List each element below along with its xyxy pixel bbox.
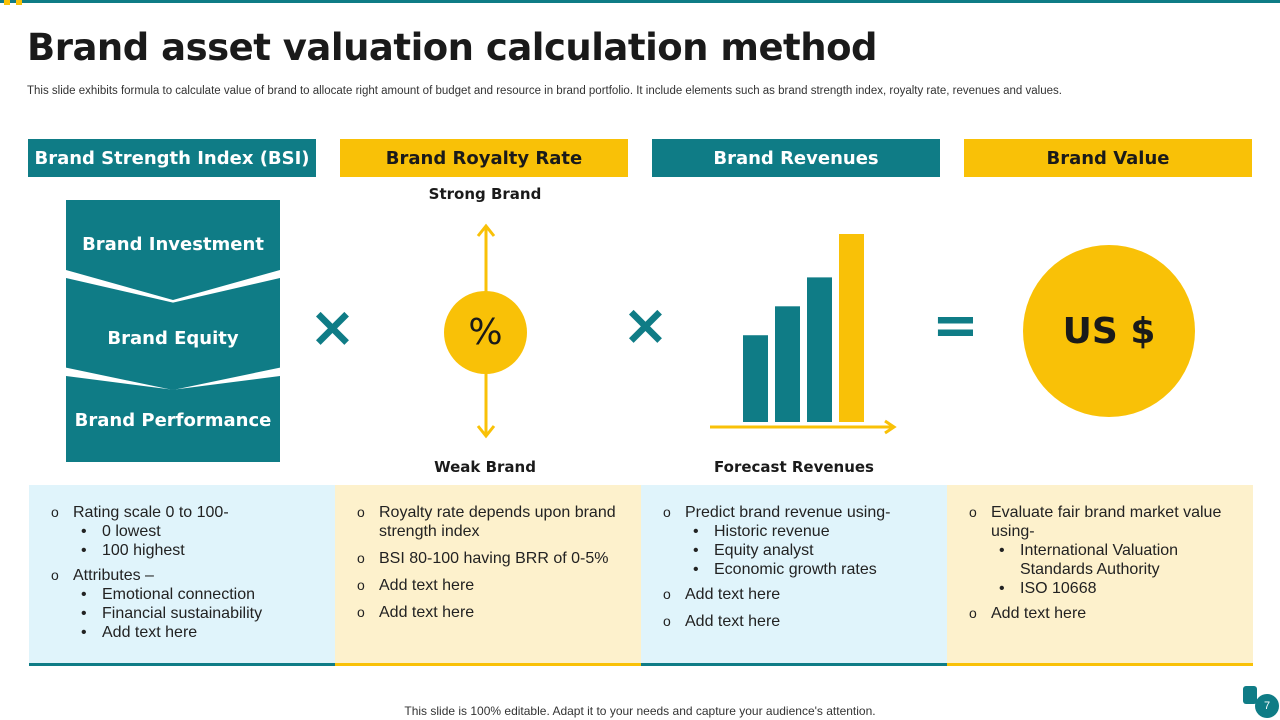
list-item: Add text here xyxy=(969,604,1237,623)
sub-list-item: Equity analyst xyxy=(663,541,931,560)
sub-list-item: Financial sustainability xyxy=(51,604,319,623)
weak-brand-label: Weak Brand xyxy=(434,458,536,476)
header-revenues: Brand Revenues xyxy=(652,139,940,177)
list-item: Add text here xyxy=(663,612,931,631)
sub-list-item: International Valuation Standards Author… xyxy=(969,541,1237,579)
list-item: Add text here xyxy=(357,603,625,622)
header-brand-value: Brand Value xyxy=(964,139,1252,177)
list-item: Royalty rate depends upon brand strength… xyxy=(357,503,625,541)
forecast-revenues-label: Forecast Revenues xyxy=(714,458,874,476)
panel-royalty: Royalty rate depends upon brand strength… xyxy=(335,485,641,666)
list-item: BSI 80-100 having BRR of 0-5% xyxy=(357,549,625,568)
panel-revenues: Predict brand revenue using-Historic rev… xyxy=(641,485,947,666)
list-item: Add text here xyxy=(663,585,931,604)
list-item: Add text here xyxy=(357,576,625,595)
header-royalty-rate: Brand Royalty Rate xyxy=(340,139,628,177)
list-item: Attributes –Emotional connectionFinancia… xyxy=(51,566,319,642)
revenue-bar xyxy=(839,234,864,422)
sub-list-item: Economic growth rates xyxy=(663,560,931,579)
top-accent xyxy=(16,0,22,5)
list-item: Rating scale 0 to 100-0 lowest100 highes… xyxy=(51,503,319,560)
strong-brand-label: Strong Brand xyxy=(428,185,542,203)
page-title: Brand asset valuation calculation method xyxy=(27,26,878,69)
bsi-step-performance: Brand Performance xyxy=(66,376,280,462)
sub-list-item: ISO 10668 xyxy=(969,579,1237,598)
page-number: 7 xyxy=(1255,694,1279,718)
list-item: Predict brand revenue using-Historic rev… xyxy=(663,503,931,579)
percent-icon: % xyxy=(444,291,527,374)
revenue-bar xyxy=(743,335,768,422)
axis-arrow-icon xyxy=(884,419,897,435)
panel-value: Evaluate fair brand market value using-I… xyxy=(947,485,1253,666)
header-bsi: Brand Strength Index (BSI) xyxy=(28,139,316,177)
top-bar xyxy=(0,0,1280,3)
panel-bsi: Rating scale 0 to 100-0 lowest100 highes… xyxy=(29,485,335,666)
bsi-step-investment: Brand Investment xyxy=(66,200,280,300)
sub-list-item: Historic revenue xyxy=(663,522,931,541)
sub-list-item: Emotional connection xyxy=(51,585,319,604)
page-subtitle: This slide exhibits formula to calculate… xyxy=(27,85,1062,97)
brand-value-circle: US $ xyxy=(1023,245,1195,417)
top-accent xyxy=(4,0,10,5)
sub-list-item: Add text here xyxy=(51,623,319,642)
footer-note: This slide is 100% editable. Adapt it to… xyxy=(404,704,876,718)
multiply-icon: × xyxy=(622,293,669,358)
multiply-icon: × xyxy=(309,295,356,360)
equals-icon: = xyxy=(932,293,979,358)
revenue-bar xyxy=(807,277,832,422)
sub-list-item: 0 lowest xyxy=(51,522,319,541)
lock-icon xyxy=(1243,686,1257,704)
sub-list-item: 100 highest xyxy=(51,541,319,560)
revenue-bar-graphic xyxy=(710,234,897,435)
revenue-bar xyxy=(775,306,800,422)
list-item: Evaluate fair brand market value using-I… xyxy=(969,503,1237,598)
